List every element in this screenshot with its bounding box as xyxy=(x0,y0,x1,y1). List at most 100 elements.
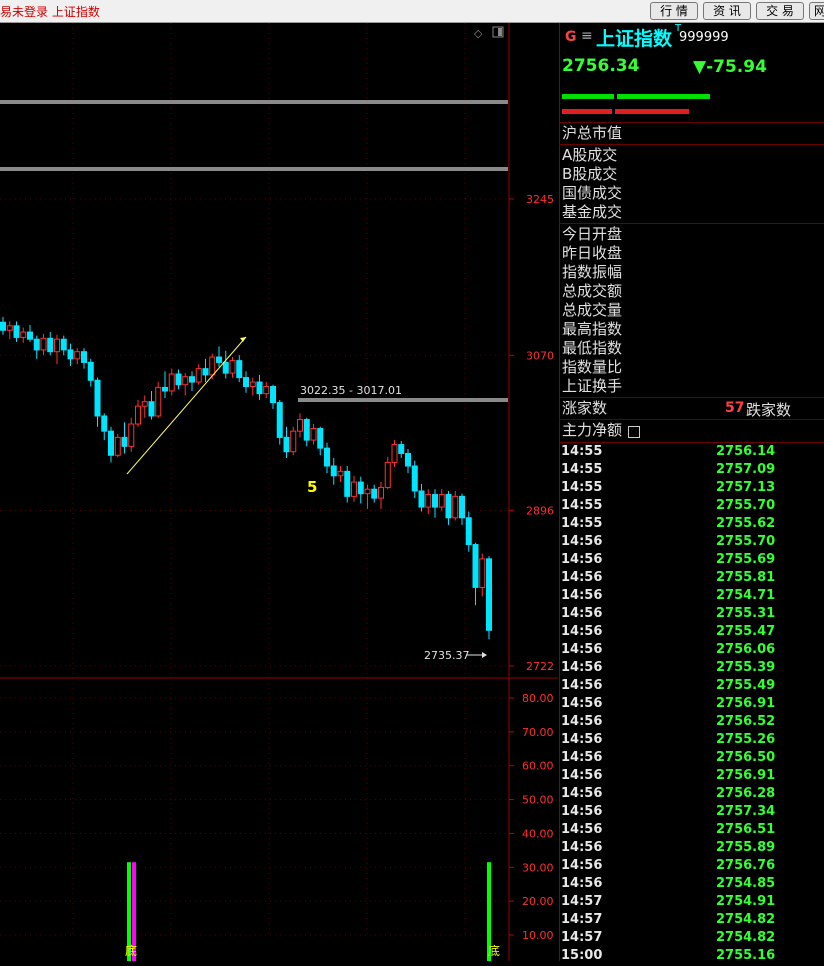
diamond-icon[interactable]: ◇ xyxy=(474,27,483,40)
market-button[interactable]: 行 情 xyxy=(650,2,698,20)
tick-row: 14:56 2757.34 xyxy=(559,804,824,822)
candle-body xyxy=(317,427,324,449)
candle-body xyxy=(418,490,425,508)
tick-price: 2755.62 xyxy=(716,516,776,531)
last-price: 2756.34 xyxy=(562,56,640,76)
tick-row: 14:56 2756.51 xyxy=(559,822,824,840)
menu-icon[interactable]: ≡ xyxy=(581,28,593,44)
tick-row: 14:56 2756.52 xyxy=(559,714,824,732)
kline-chart[interactable]: 3022.35 - 3017.01 5 2735.37 3245 3070 2896 27… xyxy=(0,23,558,961)
bottom-marker: 底 xyxy=(125,943,137,958)
tick-time: 14:56 xyxy=(561,858,603,873)
tick-price: 2754.71 xyxy=(716,588,776,603)
resistance-line xyxy=(298,398,508,402)
candle-body xyxy=(438,494,445,508)
range-label: 3022.35 - 3017.01 xyxy=(300,384,402,397)
tick-price: 2756.76 xyxy=(716,858,776,873)
tick-row: 14:56 2755.69 xyxy=(559,552,824,570)
candle-body xyxy=(432,494,438,508)
tick-price: 2757.09 xyxy=(716,462,776,477)
tick-price: 2755.47 xyxy=(716,624,776,639)
panel-border xyxy=(559,23,560,961)
indicator-bar xyxy=(127,862,131,961)
y-tick-label: 70.00 xyxy=(522,726,554,739)
candle-body xyxy=(54,338,60,353)
candle-body xyxy=(445,494,452,519)
candle-body xyxy=(297,419,303,432)
candle-body xyxy=(135,405,141,425)
fund-turnover-label: 基金成交 xyxy=(562,203,623,221)
high-label: 最高指数 xyxy=(562,320,623,338)
tick-time: 14:55 xyxy=(561,480,603,495)
candle-body xyxy=(175,373,182,386)
tick-time: 14:56 xyxy=(561,822,603,837)
candle-body xyxy=(310,427,317,441)
tick-time: 14:56 xyxy=(561,660,603,675)
tick-row: 14:56 2756.28 xyxy=(559,786,824,804)
divider xyxy=(559,122,824,123)
low-arrowhead xyxy=(482,652,487,658)
y-tick-label: 40.00 xyxy=(522,827,554,840)
candle-body xyxy=(141,401,148,407)
tick-row: 14:56 2755.31 xyxy=(559,606,824,624)
candle-body xyxy=(121,436,128,447)
candle-body xyxy=(20,331,27,338)
tick-row: 14:55 2757.09 xyxy=(559,462,824,480)
trendline xyxy=(126,336,247,475)
tick-price: 2757.13 xyxy=(716,480,776,495)
candle-body xyxy=(195,368,202,383)
tick-time: 14:56 xyxy=(561,606,603,621)
tick-row: 14:56 2755.26 xyxy=(559,732,824,750)
tick-time: 14:56 xyxy=(561,732,603,747)
tick-price: 2756.52 xyxy=(716,714,776,729)
main-net-toggle-icon[interactable] xyxy=(628,426,640,438)
login-status: 易未登录 上证指数 xyxy=(0,5,100,19)
candle-body xyxy=(168,373,175,392)
tick-time: 14:56 xyxy=(561,552,603,567)
divider xyxy=(559,144,824,145)
tick-price: 2755.81 xyxy=(716,570,776,585)
candle-body xyxy=(391,444,398,463)
candle-body xyxy=(398,444,405,454)
tick-price: 2754.85 xyxy=(716,876,776,891)
y-tick-label: 30.00 xyxy=(522,861,554,874)
candle-body xyxy=(351,481,357,497)
news-button[interactable]: 资 讯 xyxy=(703,2,751,20)
index-name: 上证指数 xyxy=(596,28,673,50)
candle-body xyxy=(202,368,209,376)
tick-row: 14:56 2754.71 xyxy=(559,588,824,606)
candle-body xyxy=(229,360,236,374)
tick-price: 2755.26 xyxy=(716,732,776,747)
index-code: 999999 xyxy=(679,30,729,45)
candle-body xyxy=(114,436,121,456)
chart-grid xyxy=(0,23,508,938)
chart-overlays: 3022.35 - 3017.01 5 2735.37 xyxy=(0,100,508,662)
tick-row: 14:56 2756.91 xyxy=(559,768,824,786)
tick-price: 2757.34 xyxy=(716,804,776,819)
indicator-bar xyxy=(132,862,136,961)
tick-time: 14:56 xyxy=(561,768,603,783)
tick-time: 14:56 xyxy=(561,786,603,801)
t-superscript: T xyxy=(675,23,682,34)
tick-time: 14:56 xyxy=(561,624,603,639)
tick-row: 14:55 2755.62 xyxy=(559,516,824,534)
tick-row: 14:56 2755.49 xyxy=(559,678,824,696)
web-button[interactable]: 网 xyxy=(809,2,824,20)
indicator-panel: 80.00 70.00 60.00 50.00 40.00 30.00 20.00 10.00… xyxy=(0,692,554,961)
buy-volume-bar xyxy=(562,94,614,99)
candle-body xyxy=(0,321,6,331)
tick-row: 14:56 2755.81 xyxy=(559,570,824,588)
candle-body xyxy=(472,544,479,588)
buy-volume-bar-2 xyxy=(617,94,710,99)
tick-price: 2756.91 xyxy=(716,696,776,711)
trade-button[interactable]: 交 易 xyxy=(756,2,804,20)
candle-body xyxy=(283,436,290,453)
tick-row: 14:56 2756.91 xyxy=(559,696,824,714)
tick-time: 14:56 xyxy=(561,642,603,657)
tick-price: 2755.16 xyxy=(716,948,776,963)
panel-toggle-icon[interactable] xyxy=(492,26,504,38)
trendline-arrow xyxy=(240,337,246,342)
tick-row: 14:57 2754.82 xyxy=(559,912,824,930)
a-share-turnover-label: A股成交 xyxy=(562,146,618,164)
tick-time: 14:56 xyxy=(561,696,603,711)
